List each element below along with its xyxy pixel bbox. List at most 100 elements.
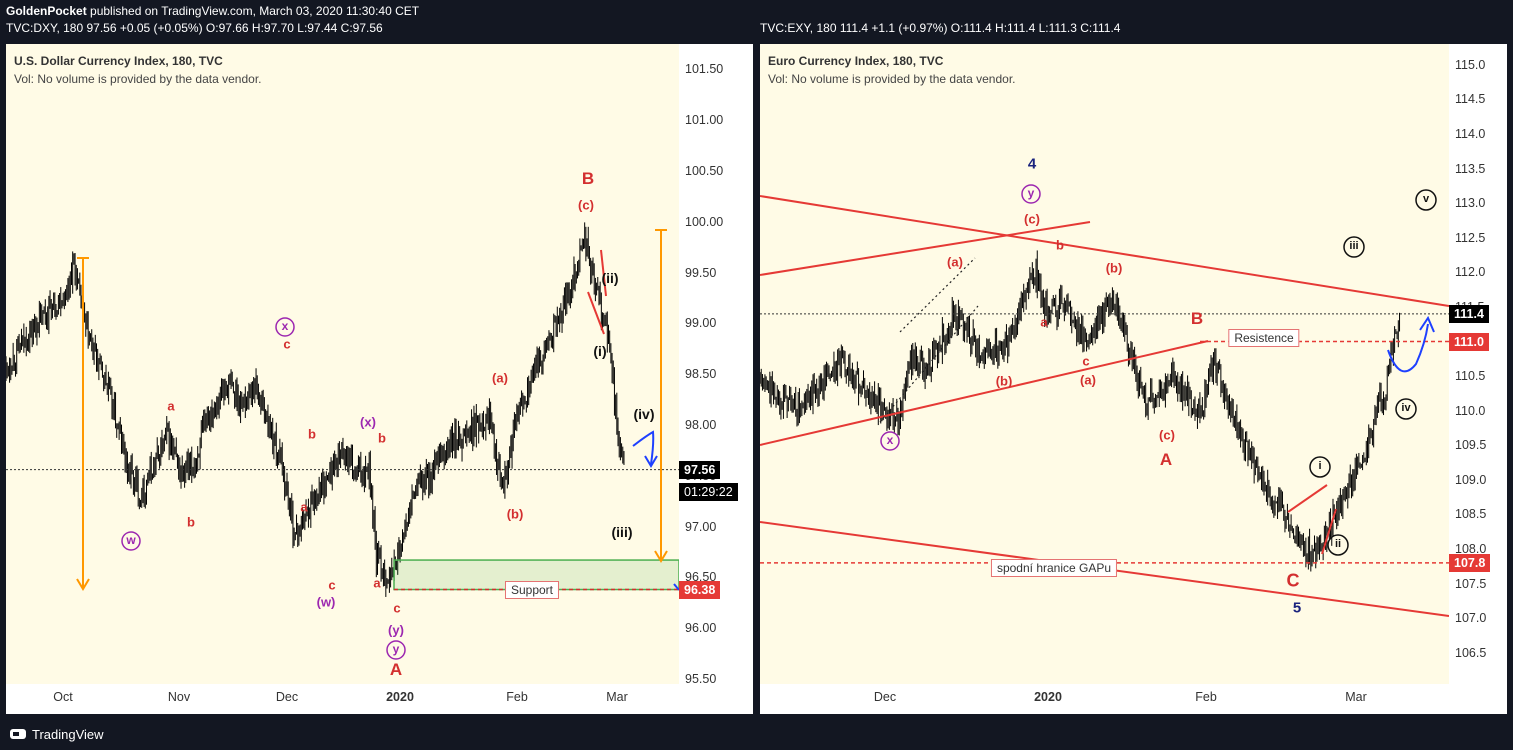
wave-label-y-paren: (y) <box>388 622 404 638</box>
channel-top-line <box>760 195 1449 307</box>
resistance-price-tag: 111.0 <box>1449 332 1489 351</box>
price-tick: 108.5 <box>1455 507 1487 522</box>
wave-label-ii: (ii) <box>601 270 619 286</box>
wave-label-iv: iv <box>1401 402 1411 414</box>
wave-label-w-circle: w <box>126 533 136 547</box>
time-tick: Feb <box>506 690 528 704</box>
wave-label-five: 5 <box>1292 599 1302 617</box>
blue-curve-arrow-head <box>644 455 658 468</box>
tradingview-footer[interactable]: TradingView <box>10 727 104 742</box>
support-label: Support <box>504 580 560 599</box>
wave-label-B: B <box>1190 309 1204 328</box>
circle-marker-x_circle <box>880 431 900 451</box>
dxy-subtitle: Vol: No volume is provided by the data v… <box>14 72 262 86</box>
wave-label-A: A <box>1159 450 1173 469</box>
wave-label-four: 4 <box>1027 155 1037 173</box>
time-tick: Dec <box>275 690 299 704</box>
resistance-label: Resistence <box>1228 329 1300 347</box>
last-price-tag: 97.56 <box>679 460 721 479</box>
price-tick: 96.00 <box>685 621 717 636</box>
price-tick: 101.00 <box>685 113 724 128</box>
wave-label-c1: c <box>1082 353 1090 369</box>
price-tick: 99.50 <box>685 265 717 280</box>
wave-label-iv: (iv) <box>633 406 655 422</box>
wave-label-C: C <box>1286 570 1300 591</box>
wave-label-c1: c <box>283 336 291 352</box>
wave-label-b1: b <box>308 426 316 442</box>
price-tick: 109.5 <box>1455 438 1487 453</box>
wave-i-line <box>1287 484 1328 513</box>
support-price-tag: 96.38 <box>679 580 721 599</box>
price-tick: 110.5 <box>1455 369 1486 384</box>
price-tick: 100.00 <box>685 214 724 229</box>
dxy-title: U.S. Dollar Currency Index, 180, TVC <box>14 54 223 68</box>
price-tick: 97.00 <box>685 519 717 534</box>
circle-marker-y_circle <box>386 640 406 660</box>
price-tick: 114.0 <box>1455 126 1486 141</box>
time-tick: Feb <box>1195 690 1217 704</box>
wave-label-ii: ii <box>1334 538 1342 550</box>
price-tick: 100.50 <box>685 163 724 178</box>
wave-label-c3: c <box>393 600 401 616</box>
circle-marker-v <box>1415 189 1437 211</box>
time-tick: Nov <box>167 690 191 704</box>
price-tick: 107.0 <box>1455 611 1487 626</box>
wave-label-iii: (iii) <box>611 524 633 540</box>
price-tick: 113.0 <box>1455 196 1486 211</box>
blue-curve-arrow <box>1387 323 1429 373</box>
circle-marker-iii <box>1343 236 1365 258</box>
blue-curve-arrow-head <box>1419 315 1435 333</box>
wave-label-b2: b <box>187 514 195 530</box>
wave-label-a-paren: (a) <box>947 254 963 270</box>
price-tick: 115.0 <box>1455 57 1486 72</box>
dxy-svg <box>6 222 679 660</box>
wave-label-iii: iii <box>1349 240 1359 252</box>
price-tick: 95.50 <box>685 671 717 686</box>
tradingview-logo-icon <box>10 729 26 739</box>
time-tick: Oct <box>53 690 73 704</box>
wave-label-b-paren: (b) <box>1105 260 1123 276</box>
exy-plot-area[interactable]: Euro Currency Index, 180, TVC Vol: No vo… <box>760 44 1449 684</box>
circle-marker-iv <box>1395 398 1417 420</box>
publish-text: published on TradingView.com, March 03, … <box>86 4 420 18</box>
price-tick: 114.5 <box>1455 92 1486 107</box>
wave-label-B: B <box>581 169 595 188</box>
wave-label-x-circle: x <box>281 319 289 333</box>
candles <box>6 222 625 597</box>
right-quote: TVC:EXY, 180 111.4 +1.1 (+0.97%) O:111.4… <box>760 21 1121 35</box>
price-tick: 112.5 <box>1455 230 1486 245</box>
price-tick: 109.0 <box>1455 472 1487 487</box>
exy-time-axis[interactable]: Dec 2020 Feb Mar <box>760 684 1507 714</box>
blue-curve-arrow <box>632 430 655 465</box>
wave-label-v: v <box>1422 193 1430 205</box>
exy-price-axis[interactable]: 115.0114.5114.0113.5113.0112.5112.0111.5… <box>1449 44 1507 684</box>
publisher-name[interactable]: GoldenPocket <box>6 4 87 18</box>
wave-label-i: i <box>1318 460 1322 472</box>
blue-edge-arrow <box>673 583 679 591</box>
wave-label-b-paren2: (b) <box>995 373 1013 389</box>
price-tick: 106.5 <box>1455 645 1487 660</box>
wave-label-b3: b <box>378 430 386 446</box>
price-tick: 107.5 <box>1455 576 1487 591</box>
dxy-time-axis[interactable]: Oct Nov Dec 2020 Feb Mar <box>6 684 753 714</box>
exy-subtitle: Vol: No volume is provided by the data v… <box>768 72 1016 86</box>
wave-label-a-paren: (a) <box>492 370 508 386</box>
wave-label-a-paren2: (a) <box>1080 372 1096 388</box>
orange-range-arrow-right-head <box>654 550 668 563</box>
dxy-plot-area[interactable]: U.S. Dollar Currency Index, 180, TVC Vol… <box>6 44 679 684</box>
wave-label-a3: a <box>373 575 381 591</box>
wave-label-a1: a <box>1040 314 1048 330</box>
price-tick: 113.5 <box>1455 161 1486 176</box>
circle-marker-ii <box>1327 534 1349 556</box>
wave-label-A: A <box>389 660 403 679</box>
wave-label-x-paren: (x) <box>360 414 376 430</box>
price-tick: 98.50 <box>685 367 717 382</box>
dxy-price-axis[interactable]: 101.50 101.00 100.50 100.00 99.50 99.00 98.50 9… <box>679 44 753 686</box>
wave-label-c-top: (c) <box>578 197 594 213</box>
wave-c-line <box>760 221 1091 276</box>
wave-line-ii <box>600 249 607 297</box>
time-tick: 2020 <box>386 690 414 704</box>
circle-marker-w_circle <box>121 531 141 551</box>
price-tick: 99.00 <box>685 316 717 331</box>
time-tick: 2020 <box>1034 690 1062 704</box>
